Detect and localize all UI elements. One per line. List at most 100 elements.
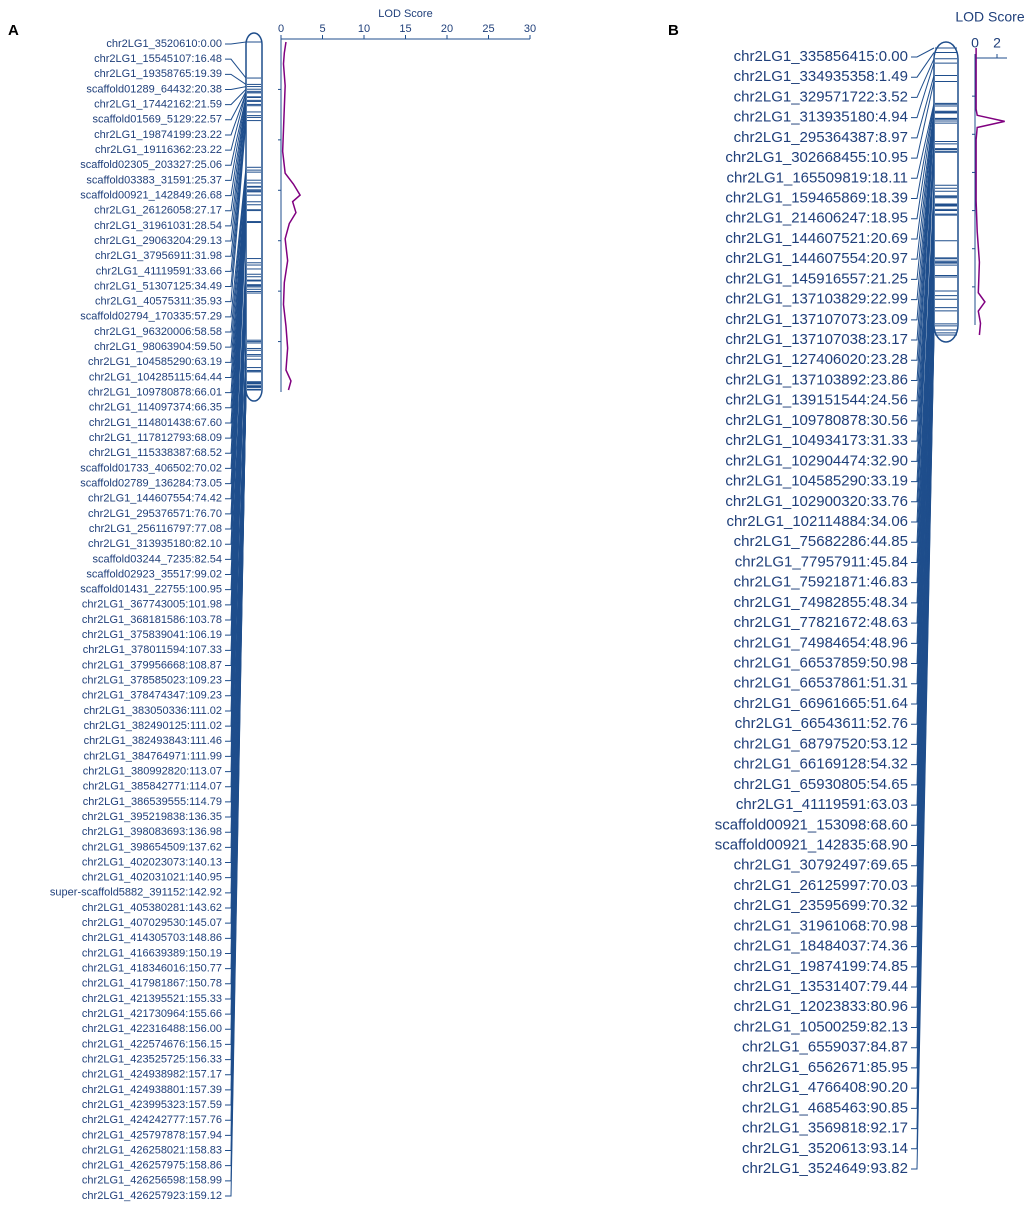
marker-label: chr2LG1_378585023:109.23 bbox=[82, 675, 222, 687]
marker-label: chr2LG1_41119591:63.03 bbox=[736, 796, 908, 813]
marker-connector bbox=[225, 96, 247, 166]
marker-label: chr2LG1_104585290:63.19 bbox=[88, 356, 222, 368]
marker-label: chr2LG1_37956911:31.98 bbox=[95, 250, 222, 262]
marker-label: chr2LG1_422574676:156.15 bbox=[82, 1038, 222, 1050]
marker-connector bbox=[911, 111, 935, 240]
marker-label: scaffold02794_170335:57.29 bbox=[80, 311, 222, 323]
lod-title: LOD Score bbox=[955, 9, 1024, 25]
marker-label: chr2LG1_3520613:93.14 bbox=[742, 1140, 908, 1157]
marker-connector bbox=[225, 97, 247, 181]
marker-label: chr2LG1_114097374:66.35 bbox=[89, 402, 222, 414]
marker-label: chr2LG1_375839041:106.19 bbox=[82, 629, 222, 641]
marker-label: chr2LG1_117812793:68.09 bbox=[89, 432, 222, 444]
marker-label: chr2LG1_115338387:68.52 bbox=[89, 447, 222, 459]
marker-label: chr2LG1_66543611:52.76 bbox=[735, 715, 908, 732]
marker-label: chr2LG1_26126058:27.17 bbox=[94, 205, 222, 217]
marker-label: chr2LG1_109780878:66.01 bbox=[88, 387, 222, 399]
marker-label: chr2LG1_19358765:19.39 bbox=[94, 68, 222, 80]
marker-label: chr2LG1_137103892:23.86 bbox=[725, 371, 908, 388]
marker-label: chr2LG1_15545107:16.48 bbox=[94, 53, 222, 65]
marker-label: chr2LG1_74982855:48.34 bbox=[734, 594, 908, 611]
marker-label: chr2LG1_51307125:34.49 bbox=[94, 280, 222, 292]
chromosome bbox=[245, 32, 263, 402]
lod-tick-label: 2 bbox=[993, 35, 1001, 51]
marker-label: chr2LG1_379956668:108.87 bbox=[82, 659, 222, 671]
marker-label: scaffold00921_142849:26.68 bbox=[80, 189, 222, 201]
marker-label: chr2LG1_114801438:67.60 bbox=[89, 417, 222, 429]
panel-label: A bbox=[8, 22, 19, 39]
marker-label: chr2LG1_3524649:93.82 bbox=[742, 1160, 908, 1177]
marker-connector bbox=[911, 118, 935, 301]
marker-label: chr2LG1_66961665:51.64 bbox=[734, 695, 908, 712]
marker-label: chr2LG1_102904474:32.90 bbox=[725, 452, 908, 469]
lod-tick-label: 5 bbox=[319, 23, 325, 35]
lod-tick-label: 0 bbox=[971, 35, 979, 51]
marker-label: chr2LG1_145916557:21.25 bbox=[725, 270, 908, 287]
lod-tick-label: 10 bbox=[358, 23, 370, 35]
marker-label: chr2LG1_407029530:145.07 bbox=[82, 917, 222, 929]
marker-label: scaffold02923_35517:99.02 bbox=[86, 568, 222, 580]
marker-label: chr2LG1_139151544:24.56 bbox=[725, 392, 908, 409]
marker-connector bbox=[225, 115, 247, 272]
marker-connector bbox=[225, 210, 247, 530]
marker-label: chr2LG1_256116797:77.08 bbox=[89, 523, 222, 535]
marker-label: chr2LG1_137107073:23.09 bbox=[725, 311, 908, 328]
marker-label: chr2LG1_10500259:82.13 bbox=[734, 1018, 908, 1035]
marker-label: scaffold03244_7235:82.54 bbox=[93, 553, 222, 565]
marker-connector bbox=[911, 119, 935, 361]
marker-connector bbox=[225, 104, 247, 227]
marker-label: chr2LG1_127406020:23.28 bbox=[725, 351, 908, 368]
marker-label: chr2LG1_417981867:150.78 bbox=[82, 978, 222, 990]
marker-label: chr2LG1_380992820:113.07 bbox=[83, 765, 222, 777]
marker-label: chr2LG1_4685463:90.85 bbox=[742, 1099, 908, 1116]
marker-label: chr2LG1_159465869:18.39 bbox=[725, 189, 908, 206]
marker-label: chr2LG1_421730964:155.66 bbox=[82, 1008, 222, 1020]
marker-connector bbox=[911, 240, 935, 806]
marker-label: chr2LG1_313935180:4.94 bbox=[734, 109, 908, 126]
marker-label: chr2LG1_295376571:76.70 bbox=[88, 508, 222, 520]
marker-label: chr2LG1_17442162:21.59 bbox=[94, 99, 222, 111]
lod-title: LOD Score bbox=[378, 8, 432, 20]
marker-label: chr2LG1_77957911:45.84 bbox=[735, 553, 908, 570]
marker-label: scaffold01733_406502:70.02 bbox=[80, 462, 222, 474]
marker-connector bbox=[225, 73, 247, 85]
marker-label: chr2LG1_295364387:8.97 bbox=[734, 129, 908, 146]
marker-connector bbox=[911, 152, 935, 523]
marker-label: chr2LG1_66169128:54.32 bbox=[734, 756, 908, 773]
marker-connector bbox=[911, 105, 935, 220]
marker-label: chr2LG1_398654509:137.62 bbox=[82, 841, 222, 853]
marker-connector bbox=[911, 143, 935, 442]
marker-connector bbox=[225, 88, 247, 106]
marker-connector bbox=[225, 101, 247, 212]
marker-label: chr2LG1_382493843:111.46 bbox=[84, 735, 222, 747]
lod-tick-label: 25 bbox=[482, 23, 494, 35]
lod-curve bbox=[281, 41, 302, 391]
marker-label: chr2LG1_6562671:85.95 bbox=[742, 1059, 908, 1076]
marker-label: chr2LG1_384764971:111.99 bbox=[84, 750, 222, 762]
marker-connector bbox=[911, 118, 935, 321]
marker-label: chr2LG1_378011594:107.33 bbox=[83, 644, 222, 656]
marker-label: chr2LG1_378474347:109.23 bbox=[82, 690, 222, 702]
marker-label: super-scaffold5882_391152:142.92 bbox=[50, 887, 222, 899]
marker-connector bbox=[911, 47, 935, 58]
lod-tick-label: 15 bbox=[399, 23, 411, 35]
marker-label: chr2LG1_102114884:34.06 bbox=[726, 513, 908, 530]
marker-connector bbox=[911, 334, 935, 1170]
marker-label: chr2LG1_426258021:158.83 bbox=[82, 1144, 222, 1156]
marker-label: chr2LG1_3520610:0.00 bbox=[106, 38, 222, 50]
marker-label: chr2LG1_74984654:48.96 bbox=[734, 634, 908, 651]
marker-label: chr2LG1_12023833:80.96 bbox=[734, 998, 908, 1015]
marker-label: chr2LG1_144607521:20.69 bbox=[725, 230, 908, 247]
marker-connector bbox=[225, 86, 247, 90]
marker-label: chr2LG1_144607554:74.42 bbox=[88, 493, 222, 505]
marker-connector bbox=[911, 215, 935, 786]
marker-connector bbox=[911, 112, 935, 260]
marker-label: chr2LG1_426257975:158.86 bbox=[82, 1160, 222, 1172]
marker-label: scaffold02305_203327:25.06 bbox=[80, 159, 222, 171]
marker-label: chr2LG1_29063204:29.13 bbox=[94, 235, 222, 247]
marker-connector bbox=[225, 195, 247, 469]
marker-connector bbox=[225, 180, 247, 363]
marker-label: chr2LG1_23595699:70.32 bbox=[734, 897, 908, 914]
marker-label: chr2LG1_13531407:79.44 bbox=[734, 978, 908, 995]
marker-label: chr2LG1_68797520:53.12 bbox=[734, 735, 908, 752]
